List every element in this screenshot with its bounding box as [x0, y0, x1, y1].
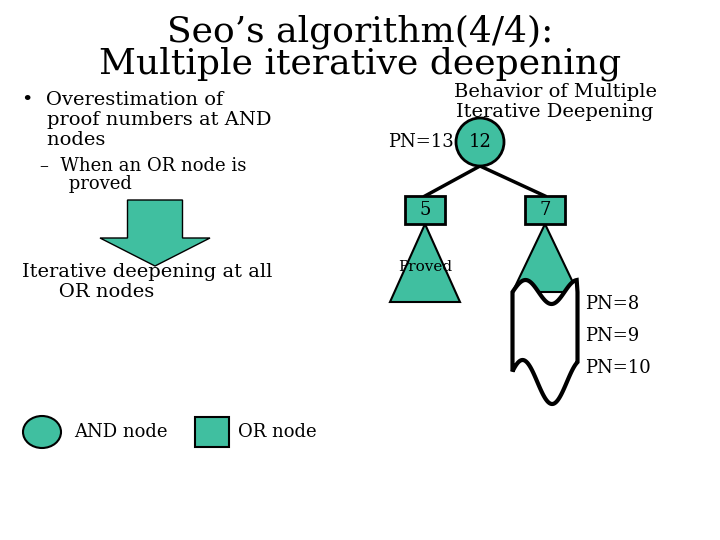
Text: OR node: OR node	[238, 423, 317, 441]
Ellipse shape	[456, 118, 504, 166]
Polygon shape	[390, 224, 460, 302]
Text: •  Overestimation of: • Overestimation of	[22, 91, 223, 109]
Text: proof numbers at AND: proof numbers at AND	[22, 111, 271, 129]
Text: nodes: nodes	[22, 131, 105, 149]
Text: OR nodes: OR nodes	[40, 283, 154, 301]
Text: –  When an OR node is: – When an OR node is	[40, 157, 246, 175]
Text: PN=13: PN=13	[388, 133, 454, 151]
Polygon shape	[513, 224, 577, 292]
Text: Iterative deepening at all: Iterative deepening at all	[22, 263, 272, 281]
Text: Iterative Deepening: Iterative Deepening	[456, 103, 654, 121]
Text: AND node: AND node	[74, 423, 168, 441]
Bar	[195, 417, 229, 447]
Polygon shape	[513, 280, 577, 404]
Bar	[405, 196, 445, 224]
Text: Multiple iterative deepening: Multiple iterative deepening	[99, 47, 621, 81]
Polygon shape	[100, 200, 210, 266]
Text: Proved: Proved	[398, 260, 452, 274]
Text: PN=9: PN=9	[585, 327, 640, 345]
Text: PN=8: PN=8	[585, 295, 640, 313]
Bar	[525, 196, 565, 224]
Text: 12: 12	[469, 133, 492, 151]
Text: Seo’s algorithm(4/4):: Seo’s algorithm(4/4):	[167, 15, 553, 49]
Ellipse shape	[23, 416, 61, 448]
Text: Behavior of Multiple: Behavior of Multiple	[454, 83, 657, 101]
Text: PN=10: PN=10	[585, 359, 652, 377]
Text: 5: 5	[419, 201, 431, 219]
Text: proved: proved	[40, 175, 132, 193]
Text: 7: 7	[539, 201, 551, 219]
